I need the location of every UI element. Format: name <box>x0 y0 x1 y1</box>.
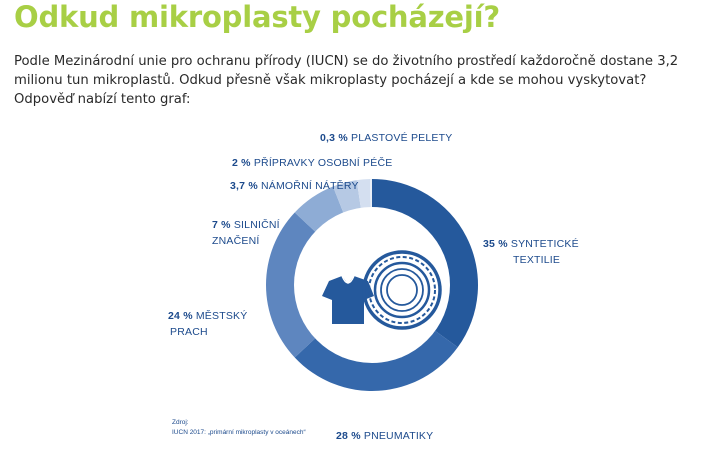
tire-icon <box>362 250 442 330</box>
label-synteticke-textilie: 35 % SYNTETICKÉ TEXTILIE <box>483 236 579 268</box>
donut-slice-0 <box>372 179 479 348</box>
label-plastove-pelety: 0,3 % PLASTOVÉ PELETY <box>320 132 452 144</box>
label-pct: 2 % <box>232 157 251 169</box>
donut-slice-3 <box>294 186 345 233</box>
label-name: NÁMOŘNÍ NÁTĚRY <box>260 180 359 192</box>
label-name-2: TEXTILIE <box>513 254 561 266</box>
label-pct: 35 % <box>483 238 508 250</box>
label-namorni-natery: 3,7 % NÁMOŘNÍ NÁTĚRY <box>230 180 359 192</box>
label-name: PLASTOVÉ PELETY <box>350 132 453 144</box>
donut-slice-6 <box>370 179 372 210</box>
label-silnicni-znaceni: 7 % SILNIČNÍ ZNAČENÍ <box>212 217 280 249</box>
label-pct: 7 % <box>212 219 231 231</box>
source-line-1: Zdroj: <box>172 419 189 426</box>
page-title: Odkud mikroplasty pocházejí? <box>14 0 500 34</box>
t-shirt-icon <box>322 275 374 324</box>
donut-slice-1 <box>294 329 458 391</box>
label-mestsky-prach: 24 % MĚSTSKÝ PRACH <box>168 308 247 340</box>
label-name-2: PRACH <box>170 326 208 338</box>
donut-slice-4 <box>332 180 362 215</box>
label-pneumatiky: 28 % PNEUMATIKY <box>336 430 433 442</box>
label-pct: 0,3 % <box>320 132 348 144</box>
label-name: SILNIČNÍ <box>233 219 280 231</box>
label-name-2: ZNAČENÍ <box>212 235 260 247</box>
source-note: Zdroj: IUCN 2017: „primární mikroplasty v… <box>172 418 306 438</box>
label-name: PNEUMATIKY <box>363 430 434 442</box>
label-pct: 3,7 % <box>230 180 258 192</box>
label-name: PŘÍPRAVKY OSOBNÍ PÉČE <box>253 157 393 169</box>
donut-slice-5 <box>356 179 371 210</box>
donut-chart-svg <box>266 179 479 391</box>
intro-paragraph: Podle Mezinárodní unie pro ochranu příro… <box>14 54 679 107</box>
label-pripravky: 2 % PŘÍPRAVKY OSOBNÍ PÉČE <box>232 157 392 169</box>
donut-hole <box>294 207 450 363</box>
donut-chart: 0,3 % PLASTOVÉ PELETY 2 % PŘÍPRAVKY OSOB… <box>0 118 720 459</box>
label-pct: 28 % <box>336 430 361 442</box>
label-name: SYNTETICKÉ <box>510 238 579 250</box>
label-name: MĚSTSKÝ <box>195 310 248 322</box>
label-pct: 24 % <box>168 310 193 322</box>
source-line-2: IUCN 2017: „primární mikroplasty v oceán… <box>172 429 306 436</box>
